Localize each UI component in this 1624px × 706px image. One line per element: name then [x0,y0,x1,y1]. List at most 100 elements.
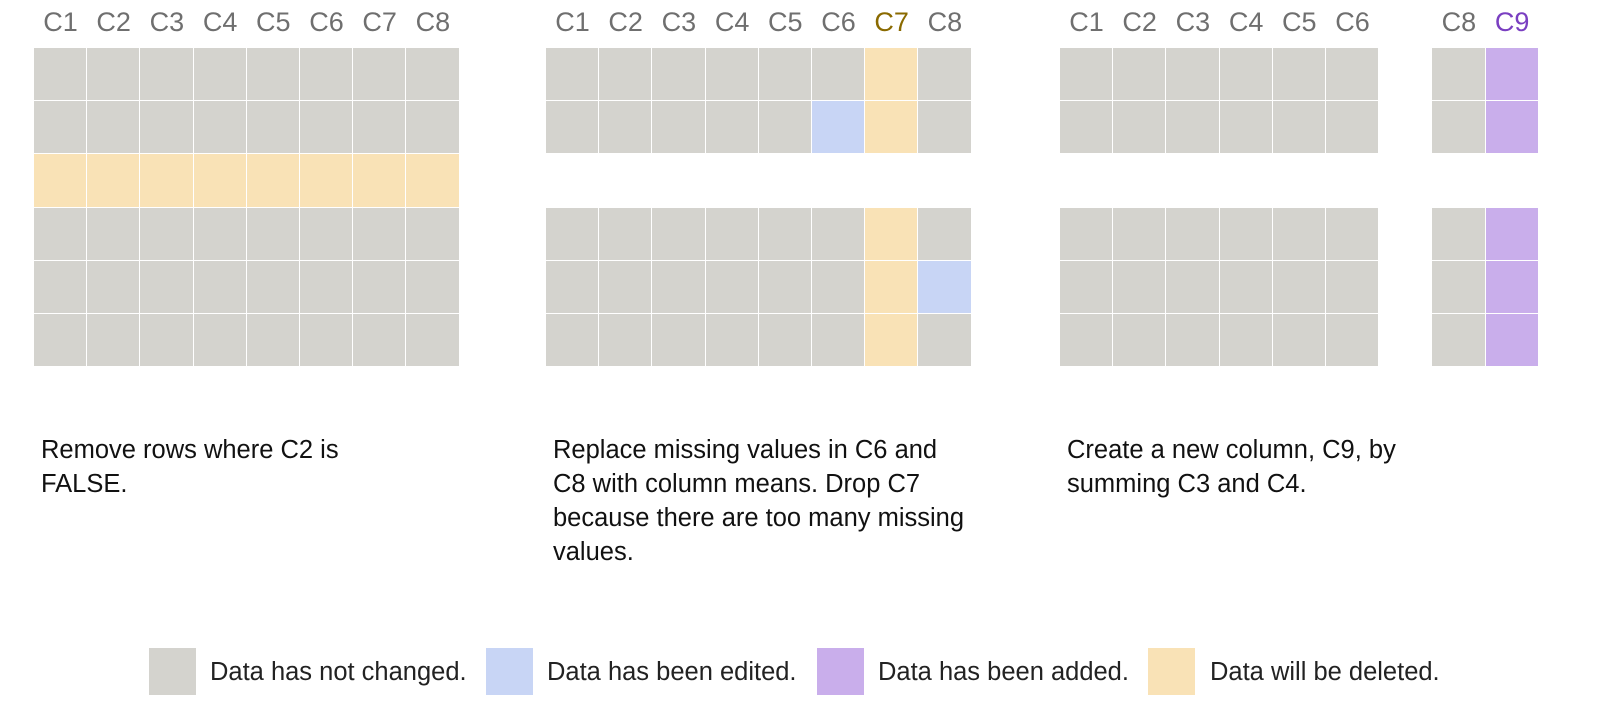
grid-cell-unchanged [246,48,300,102]
grid-cell-unchanged [812,314,866,368]
grid-cell-unchanged [34,314,88,368]
grid-cell-unchanged [353,48,407,102]
grid-cell-unchanged [1432,48,1486,102]
grid-cell-unchanged [300,101,354,155]
grid-cell-unchanged [705,101,759,155]
grid-cell-unchanged [599,207,653,261]
column-header-c5: C5 [768,7,803,37]
grid-cell-unchanged [406,48,460,102]
legend-label-deleted: Data will be deleted. [1210,658,1440,686]
grid-cell-unchanged [87,260,141,314]
grid-cell-unchanged [140,260,194,314]
grid-cell-deleted [865,207,919,261]
grid-cell-unchanged [34,101,88,155]
legend-swatch-deleted [1148,648,1195,695]
grid-cell-unchanged [246,260,300,314]
grid-cell-deleted [246,154,300,208]
grid-cell-unchanged [1272,48,1326,102]
grid-cell-unchanged [1113,314,1167,368]
grid-cell-unchanged [1166,260,1220,314]
grid-cell-unchanged [546,260,600,314]
grid-cell-unchanged [300,207,354,261]
grid-cell-unchanged [1272,101,1326,155]
grid-cell-unchanged [353,260,407,314]
grid-cell-deleted [353,154,407,208]
grid-cell-unchanged [1166,101,1220,155]
grid-cell-unchanged [652,314,706,368]
grid-cell-unchanged [1432,314,1486,368]
grid-cell-unchanged [406,314,460,368]
grid-cell-unchanged [193,314,247,368]
grid-cell-unchanged [193,101,247,155]
grid-cell-deleted [865,48,919,102]
grid-cell-unchanged [918,48,972,102]
column-header-c8: C8 [927,7,963,37]
grid-cell-unchanged [1326,207,1380,261]
column-header-c5: C5 [1282,7,1317,37]
grid-cell-unchanged [87,207,141,261]
grid-cell-deleted [193,154,247,208]
grid-cell-unchanged [1166,207,1220,261]
grid-cell-unchanged [652,207,706,261]
grid-cell-unchanged [87,101,141,155]
grid-cell-unchanged [812,207,866,261]
legend-swatch-unchanged [149,648,196,695]
grid-cell-unchanged [406,260,460,314]
column-header-c1: C1 [1069,7,1104,37]
grid-cell-unchanged [246,314,300,368]
grid-cell-unchanged [1166,314,1220,368]
grid-cell-unchanged [193,260,247,314]
grid-cell-unchanged [1060,48,1114,102]
grid-cell-unchanged [1113,101,1167,155]
column-header-c2: C2 [1122,7,1157,37]
grid-cell-unchanged [87,314,141,368]
grid-cell-unchanged [1060,101,1114,155]
grid-cell-deleted [865,314,919,368]
grid-cell-unchanged [353,314,407,368]
grid-cell-unchanged [1060,260,1114,314]
grid-cell-unchanged [758,207,812,261]
grid-cell-added [1485,260,1539,314]
column-header-c6: C6 [309,7,344,37]
grid-cell-unchanged [1219,48,1273,102]
grid-cell-unchanged [1326,260,1380,314]
grid-cell-unchanged [1326,314,1380,368]
grid-cell-unchanged [758,101,812,155]
grid-cell-unchanged [1432,207,1486,261]
grid-cell-unchanged [1272,260,1326,314]
column-header-c2: C2 [96,7,131,37]
grid-cell-unchanged [918,207,972,261]
column-header-c7: C7 [874,7,909,37]
grid-cell-unchanged [546,314,600,368]
column-header-c4: C4 [1228,7,1264,37]
grid-cell-added [1485,207,1539,261]
grid-cell-unchanged [87,48,141,102]
legend-label-added: Data has been added. [878,658,1129,686]
grid-cell-unchanged [300,260,354,314]
grid-cell-unchanged [652,260,706,314]
grid-cell-unchanged [1060,314,1114,368]
grid-cell-unchanged [406,207,460,261]
grid-cell-unchanged [300,314,354,368]
column-header-c8: C8 [1441,7,1477,37]
grid-cell-unchanged [140,101,194,155]
grid-cell-unchanged [1113,260,1167,314]
grid-cell-unchanged [34,207,88,261]
grid-cell-unchanged [1272,207,1326,261]
grid-cell-unchanged [599,101,653,155]
legend-swatch-edited [486,648,533,695]
column-header-c7: C7 [362,7,397,37]
column-header-c3: C3 [149,7,185,37]
grid-cell-unchanged [193,48,247,102]
grid-cell-deleted [34,154,88,208]
column-header-c4: C4 [714,7,750,37]
column-header-c1: C1 [555,7,590,37]
grid-cell-unchanged [1113,207,1167,261]
grid-cell-deleted [300,154,354,208]
grid-cell-unchanged [546,48,600,102]
grid-cell-unchanged [1326,48,1380,102]
grid-cell-unchanged [652,101,706,155]
grid-cell-unchanged [1219,314,1273,368]
grid-cell-unchanged [599,48,653,102]
grid-cell-unchanged [1060,207,1114,261]
